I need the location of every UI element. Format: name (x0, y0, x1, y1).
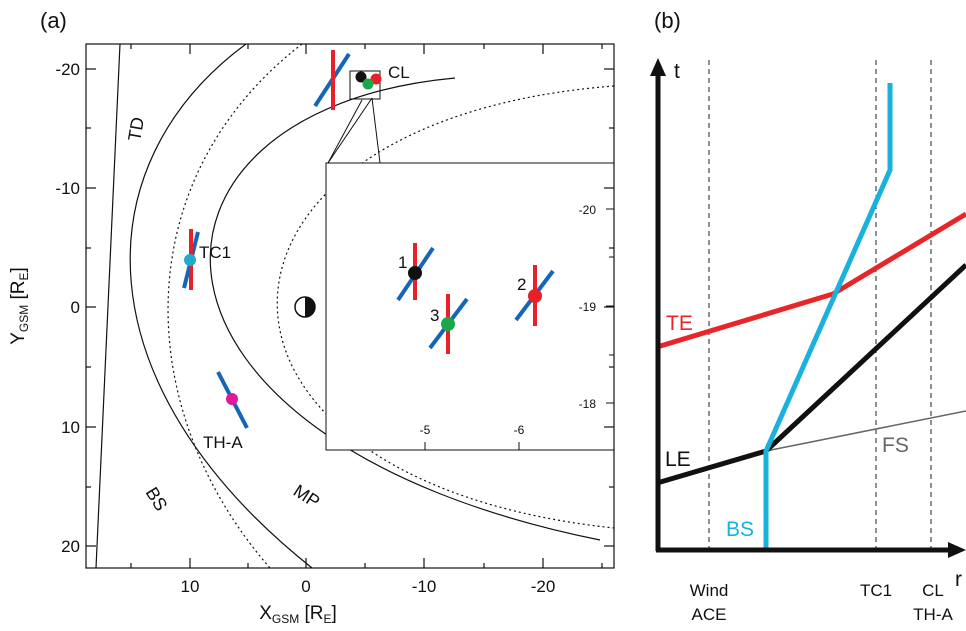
te-label: TE (666, 312, 693, 335)
te-line (656, 211, 966, 350)
bow-shock-dotted (167, 44, 303, 568)
t-axis-arrow-icon (650, 58, 666, 76)
marker-label-ace: ACE (692, 605, 727, 624)
x-tick-1: 0 (301, 577, 310, 596)
panel-a-frame (85, 43, 615, 569)
tc1-label: TC1 (199, 243, 231, 262)
inset-point-1-marker (408, 266, 422, 280)
inset-point-3-label: 3 (430, 306, 439, 325)
marker-label-tha: TH-A (913, 605, 953, 624)
panel-a-label: (a) (40, 8, 67, 33)
y-tick-1: -10 (55, 179, 80, 198)
magnetopause-curve (209, 77, 601, 541)
magnetopause-dotted (276, 85, 614, 529)
panel-b-label: (b) (654, 8, 681, 33)
fs-label: FS (882, 434, 909, 457)
marker-lines (708, 60, 932, 550)
cl-spacecraft: CL (313, 50, 410, 110)
bs-line (763, 83, 893, 551)
x-tick-0: 10 (181, 577, 200, 596)
y-tick-2: 0 (71, 298, 80, 317)
x-tick-3: -20 (531, 577, 556, 596)
le-line (656, 263, 966, 486)
y-tick-4: 20 (61, 537, 80, 556)
x-tick-2: -10 (412, 577, 437, 596)
panel-b-axes (650, 58, 966, 558)
mp-label: MP (290, 481, 324, 512)
inset-panel: -20 -19 -18 -5 -6 1 2 3 (325, 162, 615, 451)
inset-xtick-0: -5 (420, 423, 431, 437)
inset-connectors (327, 97, 381, 164)
inset-ytick-1: -19 (579, 300, 597, 314)
inset-xtick-1: -6 (514, 423, 525, 437)
tha-spacecraft: TH-A (203, 371, 249, 452)
y-tick-0: -20 (55, 60, 80, 79)
y-axis-title: YGSM [RE] (8, 267, 31, 345)
earth-icon (294, 296, 316, 318)
r-axis-label: r (955, 568, 962, 591)
t-axis-label: t (674, 60, 680, 83)
inset-point-2-marker (528, 289, 542, 303)
panel-a-curves (95, 44, 614, 568)
marker-label-tc1: TC1 (860, 581, 892, 600)
marker-label-wind: Wind (690, 581, 729, 600)
inset-ytick-2: -18 (579, 397, 597, 411)
td-label: TD (124, 116, 148, 143)
x-axis-title: XGSM [RE] (259, 603, 337, 626)
inset-point-2-label: 2 (517, 275, 526, 294)
inset-point-3-marker (441, 317, 455, 331)
inset-point-1-label: 1 (398, 253, 407, 272)
cl-label: CL (388, 63, 410, 82)
marker-label-cl: CL (922, 581, 944, 600)
bow-shock-curve (129, 44, 313, 568)
tc1-spacecraft: TC1 (182, 229, 231, 290)
tha-label: TH-A (203, 433, 243, 452)
inset-ytick-0: -20 (579, 203, 597, 217)
bs-label: BS (142, 484, 172, 515)
le-label: LE (665, 448, 691, 471)
r-axis-arrow-icon (948, 542, 966, 558)
td-line (95, 44, 121, 568)
y-tick-3: 10 (61, 418, 80, 437)
fs-line (765, 410, 966, 452)
cl-zoom-box (349, 70, 381, 100)
bs-line-label: BS (726, 518, 754, 541)
